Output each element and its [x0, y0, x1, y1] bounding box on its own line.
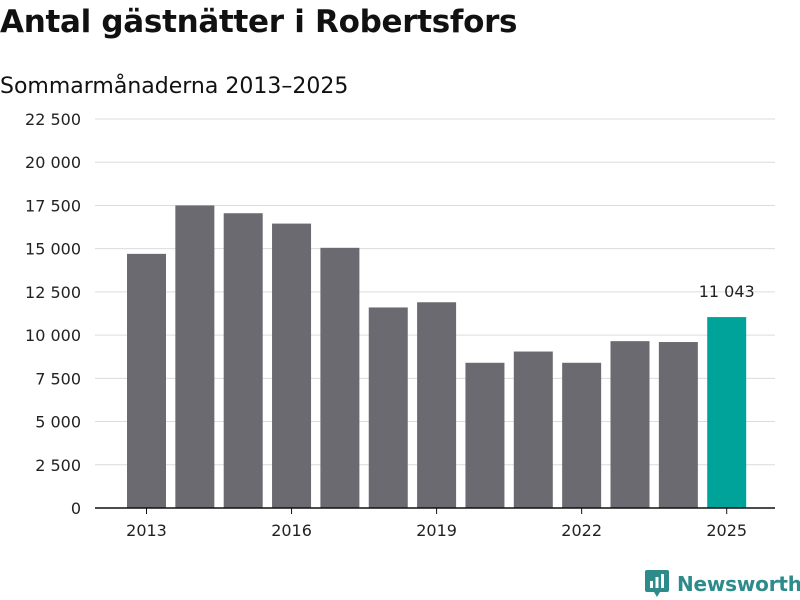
bar-2017 [320, 247, 360, 508]
y-tick-label: 15 000 [25, 240, 81, 259]
bar-value-label: 11 043 [699, 282, 755, 301]
y-tick-label: 10 000 [25, 326, 81, 345]
newsworthy-logo-icon [645, 570, 669, 597]
bar-2016 [272, 223, 312, 508]
bar-2013 [127, 253, 166, 508]
bar-2023 [610, 341, 650, 508]
bar-2022 [562, 362, 602, 508]
bar-2024 [658, 342, 698, 508]
bar-2018 [368, 307, 408, 508]
newsworthy-logo: Newsworthy [645, 569, 800, 599]
x-axis-tick-labels: 2013 2016 2019 2022 2025 [126, 508, 747, 540]
bar-2014 [175, 205, 215, 508]
bar-2019 [417, 302, 457, 508]
y-tick-label: 0 [71, 499, 81, 518]
chart-subtitle: Sommarmånaderna 2013–2025 [0, 74, 349, 99]
newsworthy-logo-text: Newsworthy [677, 572, 800, 596]
y-tick-label: 12 500 [25, 283, 81, 302]
y-axis-tick-labels: 0 2 500 5 000 7 500 10 000 12 500 15 000 17 500… [25, 110, 81, 518]
x-tick-label: 2016 [271, 521, 312, 540]
x-tick-label: 2022 [561, 521, 602, 540]
x-tick-label: 2019 [416, 521, 457, 540]
y-tick-label: 20 000 [25, 153, 81, 172]
y-tick-label: 2 500 [35, 456, 81, 475]
bars [127, 205, 747, 509]
y-tick-label: 22 500 [25, 110, 81, 129]
chart-title: Antal gästnätter i Robertsfors [0, 4, 518, 40]
annotations: 11 043 [699, 282, 755, 301]
x-tick-label: 2025 [706, 521, 747, 540]
y-tick-label: 7 500 [35, 369, 81, 388]
y-tick-label: 17 500 [25, 196, 81, 215]
bar-2025 [707, 317, 747, 508]
bar-2015 [223, 213, 263, 509]
bar-2021 [513, 351, 553, 508]
y-tick-label: 5 000 [35, 413, 81, 432]
bar-2020 [465, 362, 505, 508]
x-tick-label: 2013 [126, 521, 167, 540]
